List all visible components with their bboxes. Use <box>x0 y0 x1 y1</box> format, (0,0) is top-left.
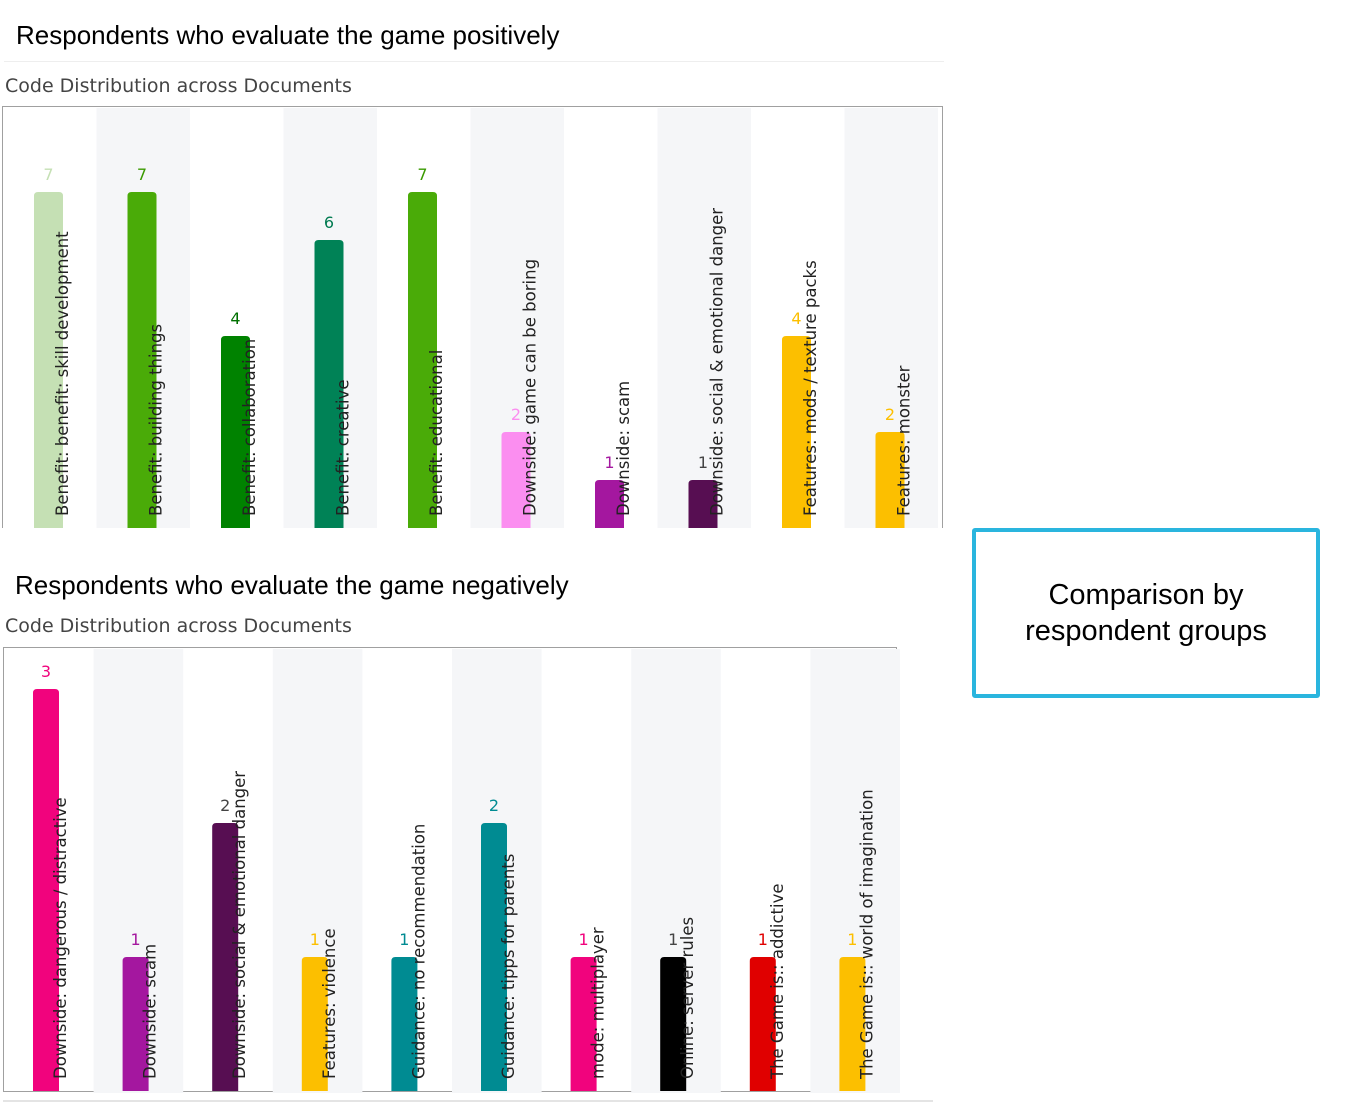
comparison-callout-box: Comparison by respondent groups <box>972 528 1320 698</box>
bar-value-label: 1 <box>579 930 589 949</box>
category-label: Downside: scam <box>141 944 160 1079</box>
bar <box>212 823 239 1091</box>
bar <box>481 823 507 1091</box>
bar <box>301 957 328 1091</box>
bar-value-label: 1 <box>758 930 768 949</box>
comparison-callout-text: Comparison by respondent groups <box>1025 579 1267 647</box>
bar-value-label: 4 <box>230 309 240 328</box>
bar <box>221 336 250 528</box>
bar <box>875 432 905 528</box>
bar-value-label: 6 <box>324 213 334 232</box>
category-label: Benefit: building things <box>147 324 166 516</box>
bar-value-label: 2 <box>220 796 230 815</box>
bar <box>501 432 531 528</box>
negative-chart-title: Code Distribution across Documents <box>5 615 352 637</box>
category-label: Benefit: creative <box>334 380 353 516</box>
bar-value-label: 2 <box>489 796 499 815</box>
bar-value-label: 7 <box>137 165 147 184</box>
bar <box>314 240 344 528</box>
category-label: Benefit: educational <box>427 350 446 516</box>
bar-value-label: 2 <box>885 405 895 424</box>
category-label: Downside: game can be boring <box>521 259 540 516</box>
bar-value-label: 3 <box>41 662 51 681</box>
bar <box>839 957 866 1091</box>
bar <box>595 480 624 528</box>
bar-value-label: 1 <box>604 453 614 472</box>
category-label: Guidance: tipps for parents <box>499 854 518 1079</box>
positive-code-distribution-chart: 7 Benefit: benefit: skill development 7 Ben… <box>2 106 943 528</box>
bar <box>127 192 157 528</box>
bar-value-label: 1 <box>131 930 141 949</box>
category-label: Guidance: no recommendation <box>409 824 428 1079</box>
bar-value-label: 1 <box>668 930 678 949</box>
bar <box>688 480 718 528</box>
positive-chart-title: Code Distribution across Documents <box>5 75 352 97</box>
category-label: The Game is:: world of imagination <box>857 789 876 1080</box>
bar <box>391 957 418 1091</box>
category-label: mode: multiplayer <box>589 927 608 1079</box>
negative-group-heading: Respondents who evaluate the game negati… <box>15 570 569 600</box>
bar <box>33 689 59 1091</box>
category-label: Downside: social & emotional danger <box>708 208 727 516</box>
bar-value-label: 1 <box>399 930 409 949</box>
bar <box>749 957 776 1091</box>
category-label: Downside: scam <box>614 381 633 516</box>
positive-group-heading: Respondents who evaluate the game positi… <box>16 20 560 50</box>
bar-value-label: 1 <box>847 930 857 949</box>
category-label: Online: server rules <box>678 917 697 1079</box>
bar-value-label: 7 <box>43 165 53 184</box>
bar-value-label: 7 <box>417 165 427 184</box>
bar-value-label: 1 <box>310 930 320 949</box>
category-label: Features: monster <box>895 365 914 516</box>
bar <box>570 957 597 1091</box>
chart-frame <box>2 106 943 528</box>
bar-value-label: 2 <box>511 405 521 424</box>
bar-value-label: 1 <box>698 453 708 472</box>
bar <box>408 192 437 528</box>
bar-slot-shade <box>657 108 751 528</box>
category-label: The Game is:: addictive <box>768 883 787 1080</box>
positive-heading-divider <box>4 61 944 62</box>
category-label: Features: violence <box>320 928 339 1079</box>
category-label: Benefit: collaboration <box>240 339 259 516</box>
bar <box>782 336 811 528</box>
bar-value-label: 4 <box>791 309 801 328</box>
category-label: Benefit: benefit: skill development <box>53 231 72 516</box>
bar <box>34 192 63 528</box>
category-label: Features: mods / texture packs <box>801 260 820 516</box>
category-label: Downside: dangerous / distractive <box>51 797 70 1079</box>
bar <box>122 957 149 1091</box>
bar <box>660 957 687 1091</box>
category-label: Downside: social & emotional danger <box>230 771 249 1079</box>
